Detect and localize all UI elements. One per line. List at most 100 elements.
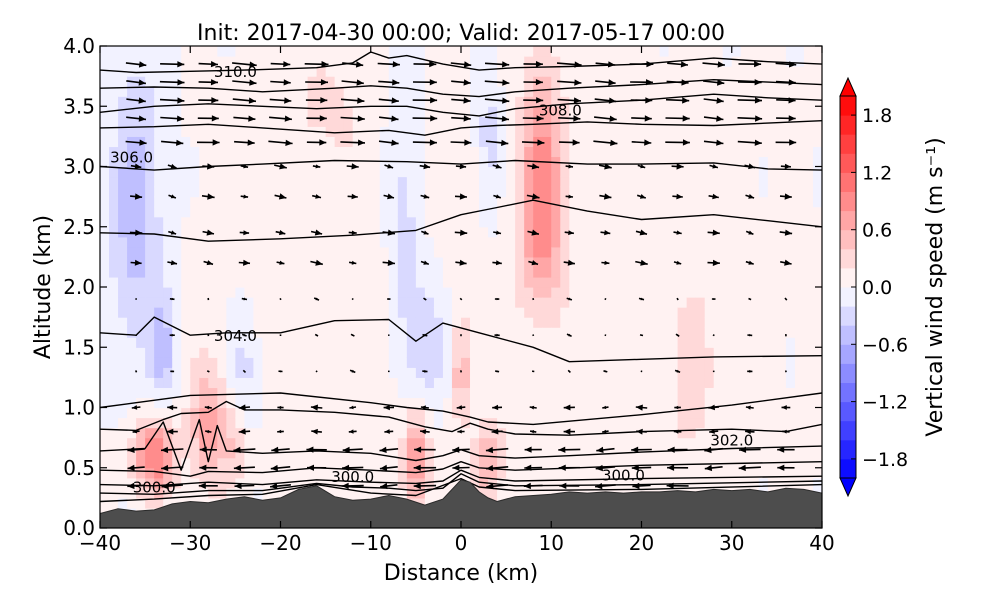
shading-cell [253,256,264,268]
wind-vector-head [463,97,471,104]
shading-cell [515,427,525,439]
wind-vector-head [199,446,207,453]
shading-cell [397,166,408,178]
shading-cell [145,106,155,117]
shading-cell [217,56,227,67]
shading-cell [379,106,390,117]
shading-cell [100,417,110,429]
shading-cell [352,226,363,238]
shading-cell [325,367,336,378]
shading-cell [424,116,435,127]
shading-cell [731,126,742,137]
shading-cell [289,327,300,338]
shading-cell [262,437,273,449]
shading-cell [731,66,742,77]
wind-vector-head [247,139,255,146]
shading-cell [451,417,462,429]
shading-cell [289,96,300,107]
shading-cell [343,216,354,228]
shading-cell [316,56,327,67]
shading-cell [415,96,426,107]
shading-cell [470,417,480,429]
wind-vector-head [135,371,137,373]
shading-cell [740,236,751,248]
shading-cell [289,437,300,449]
shading-cell [668,46,679,57]
shading-cell [280,467,291,479]
shading-cell [632,116,643,127]
shading-cell [551,106,561,117]
shading-cell [524,377,534,389]
shading-cell [623,367,634,378]
shading-cell [379,317,390,328]
shading-cell [361,186,372,198]
shading-cell [686,226,697,238]
shading-cell [632,357,643,368]
shading-cell [199,106,209,117]
shading-cell [442,266,453,278]
shading-cell [785,46,796,57]
shading-cell [208,196,218,208]
shading-cell [208,176,218,188]
shading-cell [677,467,688,479]
shading-cell [641,56,652,67]
shading-cell [605,66,616,77]
shading-cell [767,397,778,409]
shading-cell [578,377,588,389]
shading-cell [397,76,408,87]
shading-cell [172,76,182,87]
wind-vector-head [748,260,754,265]
shading-cell [433,56,444,67]
shading-cell [704,377,715,389]
shading-cell [659,357,670,368]
shading-cell [100,146,110,158]
shading-cell [397,377,408,389]
shading-cell [461,156,471,168]
shading-cell [542,66,552,77]
shading-cell [461,186,471,198]
shading-cell [136,146,146,158]
shading-cell [587,437,597,449]
shading-cell [172,367,182,378]
shading-cell [451,116,462,127]
shading-cell [794,56,805,67]
wind-vector-head [523,482,531,490]
shading-cell [812,477,822,489]
shading-cell [118,136,128,148]
wind-vector-head [605,334,607,336]
wind-vector-head [388,371,390,373]
shading-cell [488,66,498,77]
shading-cell [451,246,462,258]
shading-cell [199,186,209,198]
shading-cell [461,307,471,318]
shading-cell [578,407,588,419]
shading-cell [803,437,814,449]
shading-cell [542,317,552,328]
shading-cell [325,377,336,389]
shading-cell [488,467,498,479]
shading-cell [172,206,182,218]
shading-cell [461,327,471,338]
shading-cell [515,96,525,107]
shading-cell [470,457,480,469]
shading-cell [776,337,787,348]
shading-cell [208,387,218,399]
shading-cell [415,246,426,258]
isentrope-line [100,120,822,136]
shading-cell [470,86,480,97]
shading-cell [659,297,670,308]
shading-cell [596,337,606,348]
shading-cell [415,106,426,117]
wind-vector-head [170,260,177,266]
wind-vector-head [207,163,215,170]
shading-cell [650,236,661,248]
wind-vector-head [788,97,796,104]
shading-cell [713,196,724,208]
shading-cell [461,467,471,479]
shading-cell [614,126,625,137]
shading-cell [118,86,128,97]
shading-cell [470,136,480,148]
shading-cell [154,226,164,238]
shading-cell [650,377,661,389]
shading-cell [163,226,173,238]
